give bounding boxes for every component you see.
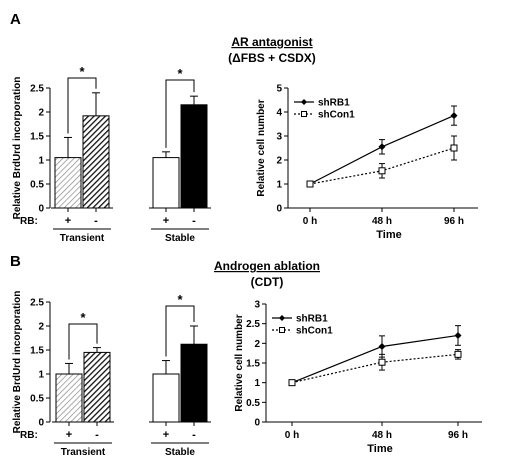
x-tick-label: 0 h — [285, 430, 299, 441]
significance-star: * — [177, 66, 183, 81]
group-label: Stable — [165, 233, 195, 244]
rb-sign-label: + — [163, 429, 169, 441]
series-line-shCon1 — [291, 353, 459, 384]
bar — [55, 373, 83, 423]
significance-star: * — [80, 310, 86, 325]
y-tick-label: 0 — [38, 418, 44, 429]
legend-marker — [279, 327, 285, 333]
y-tick-label: 4 — [276, 108, 282, 119]
y-tick-label: 5 — [276, 84, 282, 95]
x-tick-label: 0 h — [303, 216, 317, 227]
bar — [180, 104, 208, 209]
rb-sign-label: - — [192, 429, 196, 441]
significance-star: * — [177, 292, 183, 307]
rb-sign-label: - — [94, 215, 98, 227]
data-point — [454, 350, 462, 358]
y-tick-label: 2 — [38, 108, 44, 119]
bar — [54, 157, 82, 209]
y-tick-label: 0 — [254, 418, 260, 429]
panel-b-line-chart: 0 0.5 1 1.5 2 2.5 3 Relative cell number 0 h 48 h… — [234, 300, 482, 455]
panel-a-title: AR antagonist — [231, 35, 312, 49]
rb-sign-label: + — [163, 215, 169, 227]
data-point — [378, 358, 386, 366]
y-tick-label: 0 — [276, 204, 282, 215]
series-line-shRB1 — [291, 334, 459, 384]
rb-sign-label: - — [192, 215, 196, 227]
y-tick-label: 1.5 — [246, 359, 260, 370]
x-axis-label: Time — [376, 229, 401, 241]
y-axis-label: Relative cell number — [234, 314, 245, 411]
data-point — [378, 342, 386, 350]
rb-label: RB: — [20, 216, 38, 227]
rb-sign-label: - — [95, 429, 99, 441]
y-tick-label: 1 — [38, 370, 44, 381]
y-tick-label: 1 — [38, 156, 44, 167]
significance-bracket — [165, 79, 195, 148]
legend-marker — [301, 111, 307, 117]
y-tick-label: 1 — [276, 180, 282, 191]
group-label: Transient — [61, 447, 106, 458]
bar — [83, 351, 111, 423]
legend-marker — [301, 99, 307, 105]
legend-label: shCon1 — [296, 326, 333, 337]
bar — [180, 343, 208, 423]
data-point — [450, 144, 458, 152]
panel-b-bar-chart: 0 0.5 1 1.5 2 2.5 Relative BrdUrd incorporatio… — [12, 291, 211, 458]
rb-sign-label: + — [66, 429, 72, 441]
y-axis-label: Relative cell number — [256, 99, 267, 196]
y-tick-label: 0.5 — [246, 398, 260, 409]
x-tick-label: 96 h — [444, 216, 464, 227]
significance-bracket — [67, 77, 97, 134]
rb-sign-label: + — [65, 215, 71, 227]
panel-b-title: Androgen ablation — [214, 259, 320, 273]
panel-a-line-chart: 0 1 2 3 4 5 Relative cell number 0 h 48 h 96 h Tim… — [256, 84, 478, 241]
y-tick-label: 0.5 — [30, 180, 44, 191]
data-point — [306, 180, 314, 188]
data-point — [378, 167, 386, 175]
significance-star: * — [79, 64, 85, 79]
group-label: Stable — [165, 447, 195, 458]
panel-a-bar-chart: 0 0.5 1 1.5 2 2.5 Relative BrdUrd incorporatio… — [12, 64, 211, 244]
x-axis-label: Time — [367, 443, 392, 455]
y-tick-label: 0 — [38, 204, 44, 215]
data-point — [288, 379, 296, 387]
y-tick-label: 2 — [38, 322, 44, 333]
y-tick-label: 3 — [254, 300, 260, 311]
y-tick-label: 2.5 — [30, 84, 44, 95]
y-tick-label: 2 — [276, 156, 282, 167]
significance-bracket — [68, 323, 98, 360]
y-tick-label: 2.5 — [30, 298, 44, 309]
x-tick-label: 48 h — [372, 216, 392, 227]
y-tick-label: 3 — [276, 132, 282, 143]
x-tick-label: 48 h — [372, 430, 392, 441]
y-tick-label: 0.5 — [30, 394, 44, 405]
panel-b-subtitle: (CDT) — [251, 275, 284, 289]
y-tick-label: 1.5 — [30, 132, 44, 143]
y-axis-label: Relative BrdUrd incorporation — [12, 291, 23, 434]
data-point — [450, 112, 458, 120]
y-tick-label: 2 — [254, 339, 260, 350]
x-tick-label: 96 h — [448, 430, 468, 441]
group-label: Transient — [60, 233, 105, 244]
bar — [82, 115, 110, 209]
panel-a-subtitle: (ΔFBS + CSDX) — [228, 51, 316, 65]
data-point — [378, 143, 386, 151]
bar — [152, 373, 180, 423]
panel-a-letter: A — [10, 11, 21, 28]
panel-b-letter: B — [10, 253, 21, 270]
legend-label: shRB1 — [296, 314, 328, 325]
y-axis-label: Relative BrdUrd incorporation — [12, 77, 23, 220]
bar — [152, 157, 180, 209]
legend-label: shRB1 — [318, 98, 350, 109]
y-tick-label: 2.5 — [246, 319, 260, 330]
legend-label: shCon1 — [318, 110, 355, 121]
y-tick-label: 1 — [254, 378, 260, 389]
data-point — [454, 331, 462, 339]
significance-bracket — [165, 305, 195, 357]
y-tick-label: 1.5 — [30, 346, 44, 357]
rb-label: RB: — [20, 430, 38, 441]
legend-marker — [279, 315, 285, 321]
